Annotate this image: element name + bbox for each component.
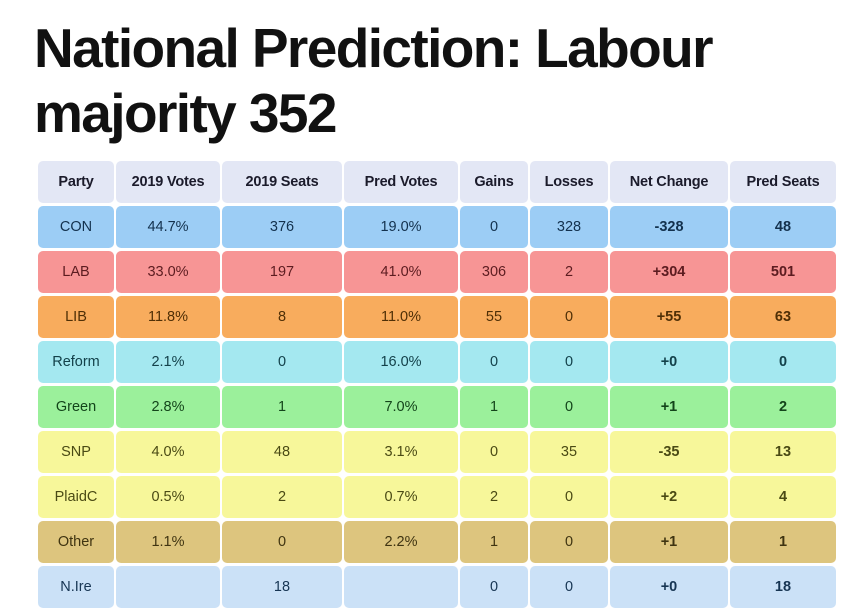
cell-gains: 2 <box>460 476 528 518</box>
cell-losses: 328 <box>530 206 608 248</box>
cell-2019-votes: 2.8% <box>116 386 220 428</box>
cell-2019-seats: 376 <box>222 206 342 248</box>
cell-pred-seats: 2 <box>730 386 836 428</box>
cell-2019-votes: 0.5% <box>116 476 220 518</box>
cell-gains: 1 <box>460 386 528 428</box>
cell-losses: 0 <box>530 296 608 338</box>
cell-2019-votes: 4.0% <box>116 431 220 473</box>
cell-2019-votes <box>116 566 220 608</box>
cell-party: Green <box>38 386 114 428</box>
cell-2019-votes: 1.1% <box>116 521 220 563</box>
cell-net-change: -35 <box>610 431 728 473</box>
cell-2019-seats: 1 <box>222 386 342 428</box>
cell-pred-seats: 13 <box>730 431 836 473</box>
column-header-pred-seats: Pred Seats <box>730 161 836 203</box>
national-prediction-table: Party 2019 Votes 2019 Seats Pred Votes G… <box>36 158 838 611</box>
column-header-pred-votes: Pred Votes <box>344 161 458 203</box>
table-body: CON 44.7% 376 19.0% 0 328 -328 48 LAB 33.0% 197 41.… <box>38 206 836 608</box>
cell-gains: 306 <box>460 251 528 293</box>
column-header-gains: Gains <box>460 161 528 203</box>
cell-losses: 2 <box>530 251 608 293</box>
cell-pred-votes: 0.7% <box>344 476 458 518</box>
cell-party: PlaidC <box>38 476 114 518</box>
cell-losses: 0 <box>530 566 608 608</box>
table-row: N.Ire 18 0 0 +0 18 <box>38 566 836 608</box>
cell-pred-votes: 11.0% <box>344 296 458 338</box>
column-header-2019-seats: 2019 Seats <box>222 161 342 203</box>
cell-gains: 0 <box>460 431 528 473</box>
cell-2019-votes: 33.0% <box>116 251 220 293</box>
cell-pred-seats: 48 <box>730 206 836 248</box>
cell-2019-votes: 44.7% <box>116 206 220 248</box>
cell-pred-seats: 501 <box>730 251 836 293</box>
cell-pred-votes <box>344 566 458 608</box>
cell-pred-seats: 63 <box>730 296 836 338</box>
cell-gains: 1 <box>460 521 528 563</box>
table-row: Reform 2.1% 0 16.0% 0 0 +0 0 <box>38 341 836 383</box>
cell-gains: 0 <box>460 206 528 248</box>
column-header-party: Party <box>38 161 114 203</box>
cell-gains: 0 <box>460 341 528 383</box>
cell-gains: 0 <box>460 566 528 608</box>
cell-pred-seats: 1 <box>730 521 836 563</box>
cell-2019-seats: 197 <box>222 251 342 293</box>
cell-2019-seats: 0 <box>222 521 342 563</box>
column-header-2019-votes: 2019 Votes <box>116 161 220 203</box>
column-header-losses: Losses <box>530 161 608 203</box>
table-header: Party 2019 Votes 2019 Seats Pred Votes G… <box>38 161 836 203</box>
cell-party: SNP <box>38 431 114 473</box>
table-row: Other 1.1% 0 2.2% 1 0 +1 1 <box>38 521 836 563</box>
cell-pred-votes: 16.0% <box>344 341 458 383</box>
cell-pred-seats: 0 <box>730 341 836 383</box>
cell-party: LIB <box>38 296 114 338</box>
column-header-net-change: Net Change <box>610 161 728 203</box>
table-row: LIB 11.8% 8 11.0% 55 0 +55 63 <box>38 296 836 338</box>
cell-losses: 0 <box>530 341 608 383</box>
cell-losses: 0 <box>530 521 608 563</box>
cell-losses: 0 <box>530 476 608 518</box>
table-header-row: Party 2019 Votes 2019 Seats Pred Votes G… <box>38 161 836 203</box>
cell-2019-seats: 0 <box>222 341 342 383</box>
cell-pred-seats: 4 <box>730 476 836 518</box>
page-title: National Prediction: Labour majority 352 <box>34 17 714 144</box>
cell-net-change: +2 <box>610 476 728 518</box>
table-row: CON 44.7% 376 19.0% 0 328 -328 48 <box>38 206 836 248</box>
cell-gains: 55 <box>460 296 528 338</box>
cell-pred-votes: 2.2% <box>344 521 458 563</box>
cell-party: Reform <box>38 341 114 383</box>
cell-net-change: +55 <box>610 296 728 338</box>
cell-pred-votes: 19.0% <box>344 206 458 248</box>
cell-pred-votes: 41.0% <box>344 251 458 293</box>
cell-2019-seats: 8 <box>222 296 342 338</box>
cell-2019-seats: 18 <box>222 566 342 608</box>
cell-party: LAB <box>38 251 114 293</box>
cell-net-change: +304 <box>610 251 728 293</box>
table-row: LAB 33.0% 197 41.0% 306 2 +304 501 <box>38 251 836 293</box>
cell-party: N.Ire <box>38 566 114 608</box>
table-row: PlaidC 0.5% 2 0.7% 2 0 +2 4 <box>38 476 836 518</box>
table-row: Green 2.8% 1 7.0% 1 0 +1 2 <box>38 386 836 428</box>
cell-2019-seats: 48 <box>222 431 342 473</box>
cell-pred-votes: 7.0% <box>344 386 458 428</box>
cell-net-change: +0 <box>610 566 728 608</box>
cell-party: CON <box>38 206 114 248</box>
cell-pred-seats: 18 <box>730 566 836 608</box>
cell-2019-seats: 2 <box>222 476 342 518</box>
cell-net-change: +1 <box>610 386 728 428</box>
cell-net-change: -328 <box>610 206 728 248</box>
cell-pred-votes: 3.1% <box>344 431 458 473</box>
cell-losses: 35 <box>530 431 608 473</box>
cell-net-change: +1 <box>610 521 728 563</box>
cell-2019-votes: 11.8% <box>116 296 220 338</box>
table-row: SNP 4.0% 48 3.1% 0 35 -35 13 <box>38 431 836 473</box>
cell-2019-votes: 2.1% <box>116 341 220 383</box>
cell-losses: 0 <box>530 386 608 428</box>
cell-net-change: +0 <box>610 341 728 383</box>
cell-party: Other <box>38 521 114 563</box>
